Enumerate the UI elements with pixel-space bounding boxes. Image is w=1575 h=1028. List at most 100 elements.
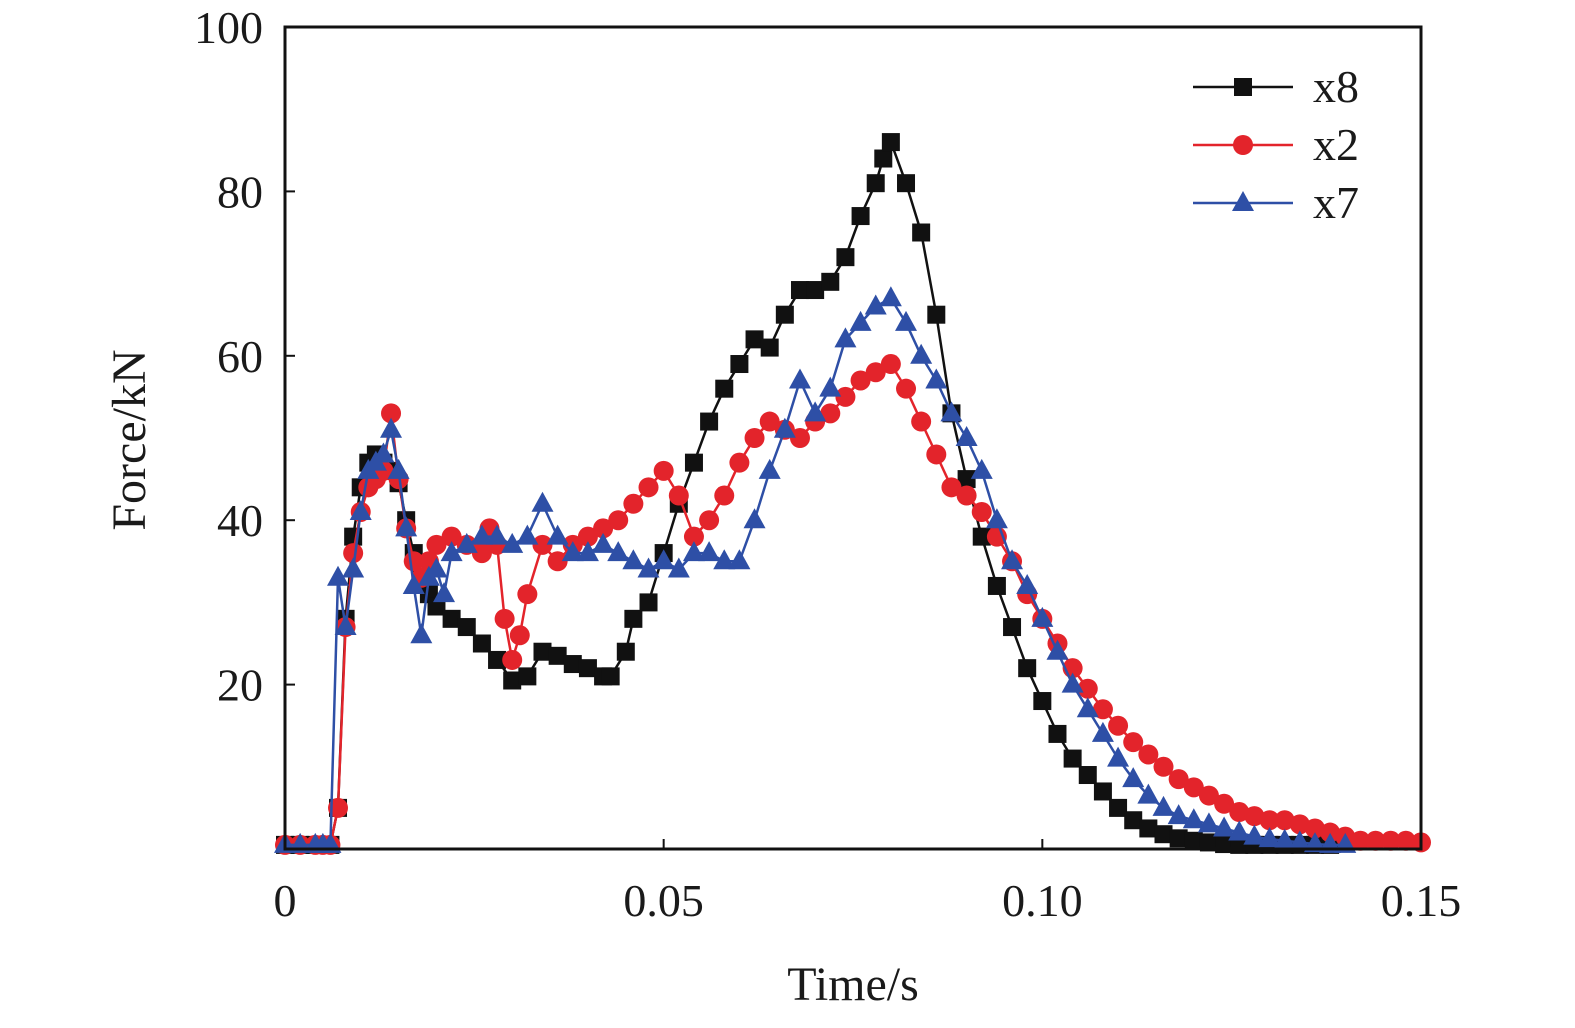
data-point-x7	[395, 516, 418, 537]
data-point-x7	[682, 541, 705, 562]
legend: x8 x2 x7	[1193, 61, 1359, 228]
data-point-x8	[488, 650, 507, 669]
legend-item-x7: x7	[1193, 177, 1359, 228]
data-point-x7	[667, 557, 690, 578]
legend-marker-x2	[1233, 135, 1253, 155]
data-point-x7	[425, 557, 448, 578]
data-point-x8	[518, 667, 537, 686]
data-point-x8	[836, 248, 855, 267]
x-axis-label: Time/s	[787, 958, 919, 1011]
data-point-x2	[1289, 814, 1310, 835]
series-line-x8	[285, 140, 1331, 847]
data-point-x8	[1018, 659, 1037, 678]
legend-label: x8	[1313, 61, 1359, 112]
data-point-x8	[1063, 749, 1082, 768]
series-x2	[275, 354, 1431, 855]
data-point-x2	[820, 403, 841, 424]
data-point-x2	[547, 551, 568, 572]
data-point-x2	[1092, 699, 1113, 720]
data-point-x7	[546, 524, 569, 545]
data-point-x2	[328, 797, 349, 818]
data-point-x7	[1061, 672, 1084, 693]
data-point-x7	[743, 508, 766, 529]
data-point-x7	[334, 615, 357, 636]
data-point-x7	[402, 573, 425, 594]
data-point-x7	[1046, 639, 1069, 660]
data-point-x2	[1108, 715, 1129, 736]
data-point-x7	[652, 549, 675, 570]
data-point-x7	[501, 532, 524, 553]
data-point-x2	[509, 625, 530, 646]
data-point-x7	[713, 549, 736, 570]
data-point-x2	[441, 526, 462, 547]
data-point-x8	[616, 642, 635, 661]
data-point-x8	[578, 659, 597, 678]
data-point-x7	[940, 401, 963, 422]
data-point-x7	[486, 524, 509, 545]
data-point-x7	[698, 541, 721, 562]
data-point-x7	[516, 524, 539, 545]
legend-item-x2: x2	[1193, 119, 1359, 170]
plot-frame	[283, 25, 1423, 851]
data-point-x2	[699, 510, 720, 531]
data-point-x8	[624, 609, 643, 628]
data-point-x8	[972, 527, 991, 546]
data-point-x2	[494, 608, 515, 629]
data-point-x7	[1273, 828, 1296, 849]
data-point-x8	[457, 618, 476, 637]
data-point-x7	[470, 524, 493, 545]
data-point-x8	[1184, 831, 1203, 850]
data-point-x8	[874, 149, 893, 168]
data-point-x7	[985, 508, 1008, 529]
legend-label: x2	[1313, 119, 1359, 170]
data-point-x7	[1091, 721, 1114, 742]
y-axis-label: Force/kN	[103, 349, 156, 530]
data-point-x2	[1214, 793, 1235, 814]
data-point-x7	[349, 499, 372, 520]
data-point-x8	[851, 207, 870, 226]
data-point-x8	[1093, 782, 1112, 801]
data-point-x2	[729, 452, 750, 473]
y-tick-label: 100	[194, 2, 263, 53]
data-point-x7	[1182, 808, 1205, 829]
data-point-x8	[730, 355, 749, 374]
data-point-x2	[1244, 806, 1265, 827]
data-point-x7	[561, 541, 584, 562]
data-point-x7	[1288, 830, 1311, 851]
data-point-x2	[1138, 744, 1159, 765]
data-point-x2	[865, 362, 886, 383]
series-line-x2	[285, 362, 1422, 847]
data-point-x8	[548, 646, 567, 665]
data-point-x8	[760, 338, 779, 357]
data-point-x7	[637, 557, 660, 578]
data-point-x8	[1199, 833, 1218, 852]
data-point-x8	[563, 655, 582, 674]
data-point-x2	[623, 493, 644, 514]
data-point-x8	[1003, 618, 1022, 637]
data-point-x2	[593, 518, 614, 539]
data-point-x8	[1154, 825, 1173, 844]
data-point-x2	[1350, 830, 1371, 851]
data-point-x2	[1395, 830, 1416, 851]
data-point-x2	[653, 460, 674, 481]
data-point-x8	[987, 576, 1006, 595]
data-point-x7	[342, 557, 365, 578]
data-point-x7	[1076, 697, 1099, 718]
data-point-x7	[1258, 827, 1281, 848]
data-point-x2	[1380, 830, 1401, 851]
data-point-x7	[758, 458, 781, 479]
data-point-x2	[1168, 769, 1189, 790]
data-point-x7	[387, 458, 410, 479]
series-layer	[274, 133, 1431, 855]
data-point-x8	[866, 174, 885, 193]
data-point-x2	[1320, 822, 1341, 843]
data-point-x7	[864, 294, 887, 315]
data-point-x8	[912, 223, 931, 242]
data-point-x2	[1183, 777, 1204, 798]
data-point-x7	[1137, 783, 1160, 804]
data-point-x8	[503, 671, 522, 690]
data-point-x7	[410, 623, 433, 644]
data-point-x8	[1033, 692, 1052, 711]
data-point-x8	[715, 379, 734, 398]
